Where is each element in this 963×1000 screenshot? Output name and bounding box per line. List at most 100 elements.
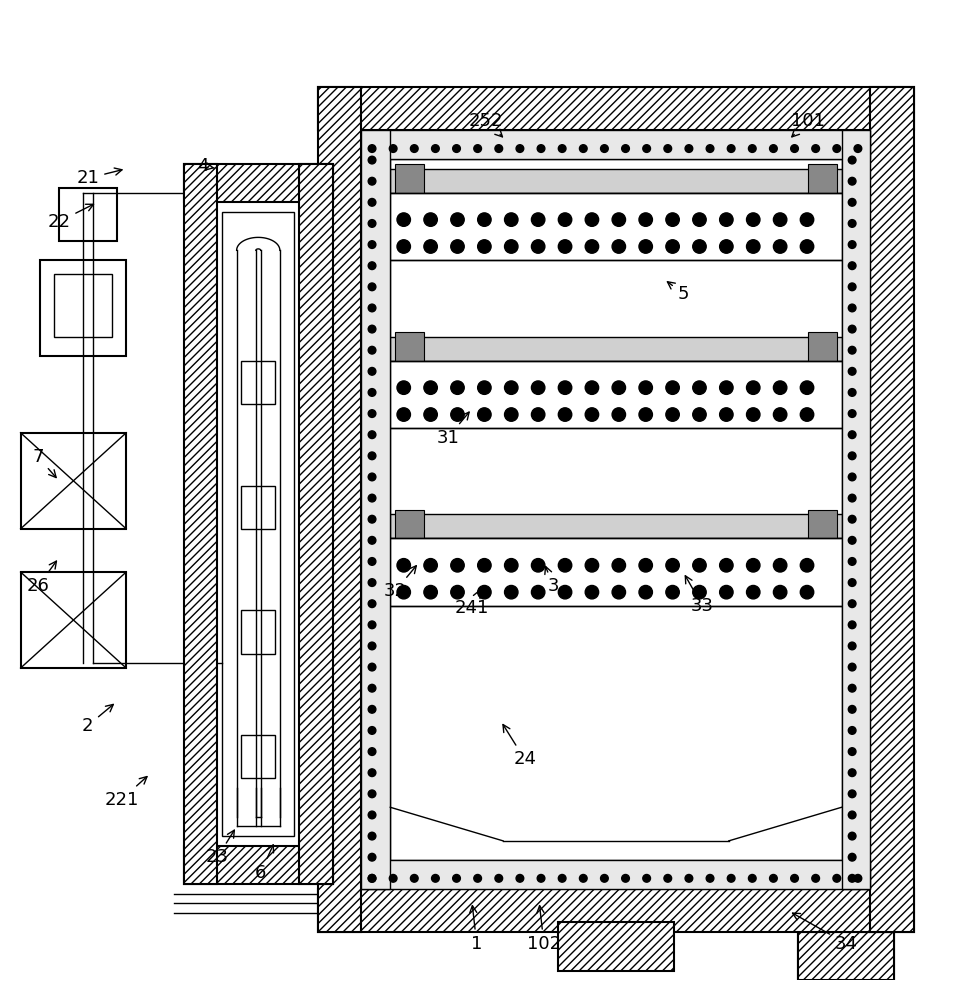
Circle shape (848, 220, 856, 227)
Circle shape (692, 213, 706, 226)
Circle shape (848, 410, 856, 417)
Circle shape (368, 346, 376, 354)
Circle shape (586, 585, 599, 599)
Bar (184, 164, 332, 202)
Circle shape (478, 381, 491, 394)
Circle shape (368, 389, 376, 396)
Circle shape (532, 559, 545, 572)
Bar (395, 164, 424, 198)
Circle shape (559, 145, 566, 152)
Circle shape (848, 748, 856, 755)
Circle shape (368, 853, 376, 861)
Circle shape (800, 559, 814, 572)
Circle shape (389, 145, 397, 152)
Circle shape (848, 642, 856, 650)
Circle shape (495, 874, 503, 882)
Bar (390, 193, 842, 260)
Bar (242, 361, 275, 404)
Circle shape (719, 585, 733, 599)
Bar (390, 538, 842, 606)
Circle shape (368, 769, 376, 777)
Bar (184, 164, 218, 884)
Circle shape (368, 536, 376, 544)
Circle shape (612, 408, 626, 421)
Circle shape (622, 874, 630, 882)
Circle shape (532, 213, 545, 226)
Circle shape (586, 559, 599, 572)
Text: 26: 26 (26, 561, 57, 595)
Circle shape (478, 559, 491, 572)
Circle shape (368, 304, 376, 312)
Circle shape (451, 213, 464, 226)
Circle shape (532, 585, 545, 599)
Circle shape (368, 579, 376, 586)
Bar (390, 169, 842, 193)
Circle shape (643, 145, 650, 152)
Circle shape (559, 381, 572, 394)
Bar (798, 932, 895, 980)
Bar (390, 514, 842, 538)
Circle shape (800, 585, 814, 599)
Circle shape (612, 240, 626, 253)
Circle shape (495, 145, 503, 152)
Circle shape (848, 346, 856, 354)
Circle shape (559, 213, 572, 226)
Circle shape (612, 213, 626, 226)
Circle shape (848, 705, 856, 713)
Circle shape (848, 811, 856, 819)
Circle shape (505, 240, 518, 253)
Circle shape (664, 874, 671, 882)
Circle shape (368, 262, 376, 270)
Circle shape (397, 408, 410, 421)
Circle shape (474, 874, 482, 882)
Circle shape (368, 241, 376, 248)
Circle shape (424, 240, 437, 253)
Bar (808, 510, 837, 543)
Circle shape (451, 381, 464, 394)
Circle shape (848, 874, 856, 882)
Circle shape (368, 367, 376, 375)
Circle shape (833, 145, 841, 152)
Circle shape (453, 145, 460, 152)
Circle shape (586, 408, 599, 421)
Circle shape (848, 156, 856, 164)
Bar (842, 130, 871, 889)
Circle shape (639, 408, 652, 421)
Circle shape (612, 381, 626, 394)
Circle shape (848, 241, 856, 248)
Circle shape (451, 240, 464, 253)
Circle shape (368, 283, 376, 291)
Circle shape (368, 558, 376, 565)
Circle shape (848, 452, 856, 460)
Text: 34: 34 (793, 913, 858, 953)
Circle shape (791, 874, 798, 882)
Circle shape (812, 145, 820, 152)
Circle shape (451, 585, 464, 599)
Circle shape (773, 559, 787, 572)
Circle shape (580, 145, 587, 152)
Circle shape (848, 325, 856, 333)
Circle shape (773, 585, 787, 599)
Circle shape (791, 145, 798, 152)
Circle shape (848, 621, 856, 629)
Circle shape (773, 408, 787, 421)
Bar (798, 932, 895, 980)
Circle shape (665, 585, 679, 599)
Bar (59, 188, 117, 241)
Bar (242, 735, 275, 778)
Circle shape (746, 585, 760, 599)
Circle shape (368, 874, 376, 882)
Circle shape (746, 213, 760, 226)
Circle shape (368, 410, 376, 417)
Bar (361, 860, 871, 889)
Circle shape (848, 579, 856, 586)
Circle shape (692, 408, 706, 421)
Circle shape (478, 213, 491, 226)
Bar (871, 87, 914, 932)
Circle shape (368, 494, 376, 502)
Circle shape (368, 621, 376, 629)
Circle shape (389, 874, 397, 882)
Circle shape (665, 381, 679, 394)
Circle shape (451, 559, 464, 572)
Text: 31: 31 (436, 412, 469, 447)
